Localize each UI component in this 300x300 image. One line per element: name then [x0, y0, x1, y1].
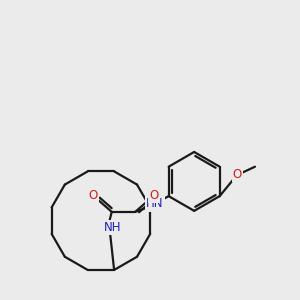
Text: O: O [149, 189, 159, 202]
Text: O: O [88, 189, 98, 202]
Text: O: O [233, 168, 242, 181]
Text: HN: HN [146, 197, 164, 211]
Text: NH: NH [104, 221, 122, 234]
